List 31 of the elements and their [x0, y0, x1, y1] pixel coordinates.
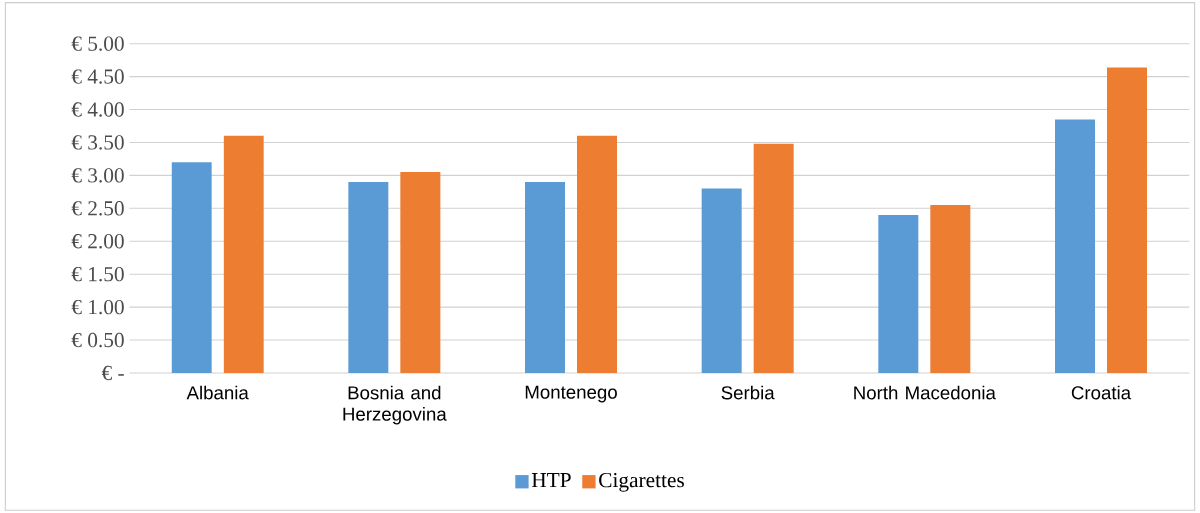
legend-label: HTP: [531, 473, 571, 488]
y-tick-label: € 2.50: [71, 201, 124, 216]
legend-label: Cigarettes: [599, 472, 684, 492]
x-tick-label: Bosnia and Herzegovina: [343, 385, 447, 425]
bar: [400, 172, 441, 373]
bar: [701, 188, 742, 373]
y-tick-label: € 4.00: [71, 102, 124, 117]
x-tick-label: Albania: [186, 385, 249, 400]
x-tick-label: Croatia: [1071, 385, 1132, 400]
bar: [753, 143, 794, 373]
bar: [1107, 67, 1147, 373]
x-tick-label: Montenego: [525, 385, 617, 403]
bar: [171, 162, 212, 373]
bar: [577, 135, 618, 373]
bar: [223, 135, 264, 373]
y-tick-label: € 1.50: [71, 266, 124, 282]
y-tick-label: € 3.50: [71, 135, 124, 150]
y-tick-label: € 3.00: [71, 168, 124, 183]
y-tick-label: € 1.00: [71, 299, 124, 315]
bar: [930, 205, 971, 373]
x-tick-label: Serbia: [721, 385, 775, 400]
y-tick-label: € 2.00: [71, 234, 124, 249]
bar: [348, 181, 389, 373]
x-tick-label: North Macedonia: [854, 385, 996, 400]
y-tick-label: € 5.00: [71, 36, 124, 51]
bar: [878, 214, 919, 373]
y-tick-label: € 0.50: [71, 332, 124, 348]
y-tick-label: € 4.50: [71, 69, 124, 84]
y-tick-label: € -: [101, 365, 124, 381]
bar: [525, 181, 566, 373]
bar: [1055, 119, 1095, 373]
